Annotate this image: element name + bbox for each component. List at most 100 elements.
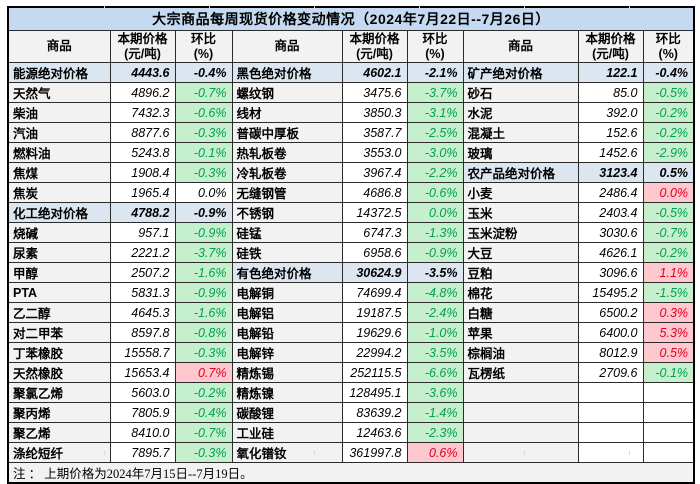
table-row: 尿素 2221.2 -3.7% 硅铁 6958.6 -0.9% 大豆 4626.1 -0.2% — [7, 242, 695, 263]
change-cell: -1.3% — [406, 222, 464, 243]
price-cell: 6400.0 — [577, 322, 644, 343]
commodity-name-cell: 电解铅 — [231, 322, 343, 343]
price-cell — [577, 382, 644, 403]
change-cell: -0.2% — [642, 242, 695, 263]
commodity-name-cell: 尿素 — [7, 242, 111, 263]
table-title: 大宗商品每周现货价格变动情况（2024年7月22日--7月26日） — [7, 6, 695, 31]
price-cell: 22994.2 — [341, 342, 408, 363]
price-cell: 6747.3 — [341, 222, 408, 243]
change-cell: -4.8% — [406, 282, 464, 303]
price-cell: 2486.4 — [577, 182, 644, 203]
change-cell: 0.0% — [642, 182, 695, 203]
commodity-name-cell: 玻璃 — [462, 142, 579, 163]
price-cell: 1452.6 — [577, 142, 644, 163]
commodity-price-table: 大宗商品每周现货价格变动情况（2024年7月22日--7月26日） 商品 本期价… — [7, 6, 696, 484]
price-cell — [577, 442, 644, 463]
change-cell: -0.9% — [406, 242, 464, 263]
commodity-name-cell: 螺纹钢 — [231, 82, 343, 103]
price-cell: 361997.8 — [341, 442, 408, 463]
price-cell: 2403.4 — [577, 202, 644, 223]
table-row: 聚氯乙烯 5603.0 -0.2% 精炼镍 128495.1 -3.6% — [7, 382, 695, 403]
commodity-name-cell: 汽油 — [7, 122, 111, 143]
change-cell: -3.1% — [406, 102, 464, 123]
page: { "title": "大宗商品每周现货价格变动情况（2024年7月22日--7… — [0, 6, 700, 484]
change-cell: -3.5% — [406, 262, 464, 283]
price-cell: 5603.0 — [109, 382, 176, 403]
change-cell: -0.2% — [174, 382, 233, 403]
price-cell: 6500.2 — [577, 302, 644, 323]
change-cell: -0.9% — [174, 202, 233, 223]
change-cell: -0.3% — [174, 162, 233, 183]
change-cell: -2.2% — [406, 162, 464, 183]
change-cell: -0.2% — [642, 102, 695, 123]
table-row: 聚乙烯 8410.0 -0.7% 工业硅 12463.6 -2.3% — [7, 422, 695, 443]
column-header-commodity: 商品 — [231, 30, 343, 63]
price-cell — [577, 402, 644, 423]
column-header-price: 本期价格 (元/吨) — [577, 30, 644, 63]
commodity-name-cell: 农产品绝对价格 — [462, 162, 579, 183]
price-cell: 128495.1 — [341, 382, 408, 403]
price-cell: 4788.2 — [109, 202, 176, 223]
commodity-name-cell: 精炼锡 — [231, 362, 343, 383]
commodity-name-cell — [462, 422, 579, 443]
commodity-name-cell: 普碳中厚板 — [231, 122, 343, 143]
change-cell: -1.4% — [406, 402, 464, 423]
commodity-name-cell: 聚丙烯 — [7, 402, 111, 423]
commodity-name-cell: 烧碱 — [7, 222, 111, 243]
commodity-name-cell: 砂石 — [462, 82, 579, 103]
price-cell: 5831.3 — [109, 282, 176, 303]
price-cell: 2507.2 — [109, 262, 176, 283]
price-cell: 3850.3 — [341, 102, 408, 123]
change-cell — [642, 382, 695, 403]
commodity-name-cell: 涤纶短纤 — [7, 442, 111, 463]
price-cell: 85.0 — [577, 82, 644, 103]
change-cell: -0.3% — [174, 442, 233, 463]
commodity-name-cell: 电解铝 — [231, 302, 343, 323]
price-cell: 15558.7 — [109, 342, 176, 363]
change-cell: -0.9% — [174, 282, 233, 303]
change-cell: -0.7% — [174, 82, 233, 103]
price-cell: 6958.6 — [341, 242, 408, 263]
commodity-name-cell: 天然橡胶 — [7, 362, 111, 383]
price-cell: 1908.4 — [109, 162, 176, 183]
price-cell: 4602.1 — [341, 62, 408, 83]
commodity-name-cell: 混凝土 — [462, 122, 579, 143]
table-row: 丁苯橡胶 15558.7 -0.3% 电解锌 22994.2 -3.5% 棕榈油 8012.9… — [7, 342, 695, 363]
commodity-name-cell: 无缝钢管 — [231, 182, 343, 203]
commodity-name-cell: 能源绝对价格 — [7, 62, 111, 83]
price-cell: 8012.9 — [577, 342, 644, 363]
price-cell: 2709.6 — [577, 362, 644, 383]
title-row: 大宗商品每周现货价格变动情况（2024年7月22日--7月26日） — [7, 6, 695, 31]
table-row: 乙二醇 4645.3 -1.6% 电解铝 19187.5 -2.4% 白糖 6500.2 0.3… — [7, 302, 695, 323]
change-cell: -2.5% — [406, 122, 464, 143]
change-cell — [642, 442, 695, 463]
change-cell: -2.3% — [406, 422, 464, 443]
change-cell: -0.8% — [174, 322, 233, 343]
commodity-name-cell: 聚氯乙烯 — [7, 382, 111, 403]
price-cell: 4645.3 — [109, 302, 176, 323]
price-cell: 2221.2 — [109, 242, 176, 263]
price-cell: 19187.5 — [341, 302, 408, 323]
change-cell: -3.7% — [174, 242, 233, 263]
change-cell: -0.1% — [174, 142, 233, 163]
change-cell: -0.2% — [642, 122, 695, 143]
commodity-name-cell: 棉花 — [462, 282, 579, 303]
commodity-name-cell: 电解锌 — [231, 342, 343, 363]
commodity-name-cell: PTA — [7, 282, 111, 303]
commodity-name-cell: 对二甲苯 — [7, 322, 111, 343]
commodity-name-cell: 硅锰 — [231, 222, 343, 243]
commodity-name-cell: 乙二醇 — [7, 302, 111, 323]
table-body: 能源绝对价格 4443.6 -0.4% 黑色绝对价格 4602.1 -2.1% 矿产绝对价格… — [7, 62, 695, 463]
price-cell — [577, 422, 644, 443]
commodity-name-cell: 瓦楞纸 — [462, 362, 579, 383]
price-cell: 15495.2 — [577, 282, 644, 303]
commodity-name-cell: 小麦 — [462, 182, 579, 203]
price-cell: 3475.6 — [341, 82, 408, 103]
column-header-commodity: 商品 — [462, 30, 579, 63]
change-cell: -0.4% — [174, 402, 233, 423]
price-cell: 152.6 — [577, 122, 644, 143]
table-row: 天然气 4896.2 -0.7% 螺纹钢 3475.6 -3.7% 砂石 85.0 -0.5% — [7, 82, 695, 103]
price-cell: 3553.0 — [341, 142, 408, 163]
commodity-name-cell — [462, 442, 579, 463]
commodity-name-cell: 有色绝对价格 — [231, 262, 343, 283]
